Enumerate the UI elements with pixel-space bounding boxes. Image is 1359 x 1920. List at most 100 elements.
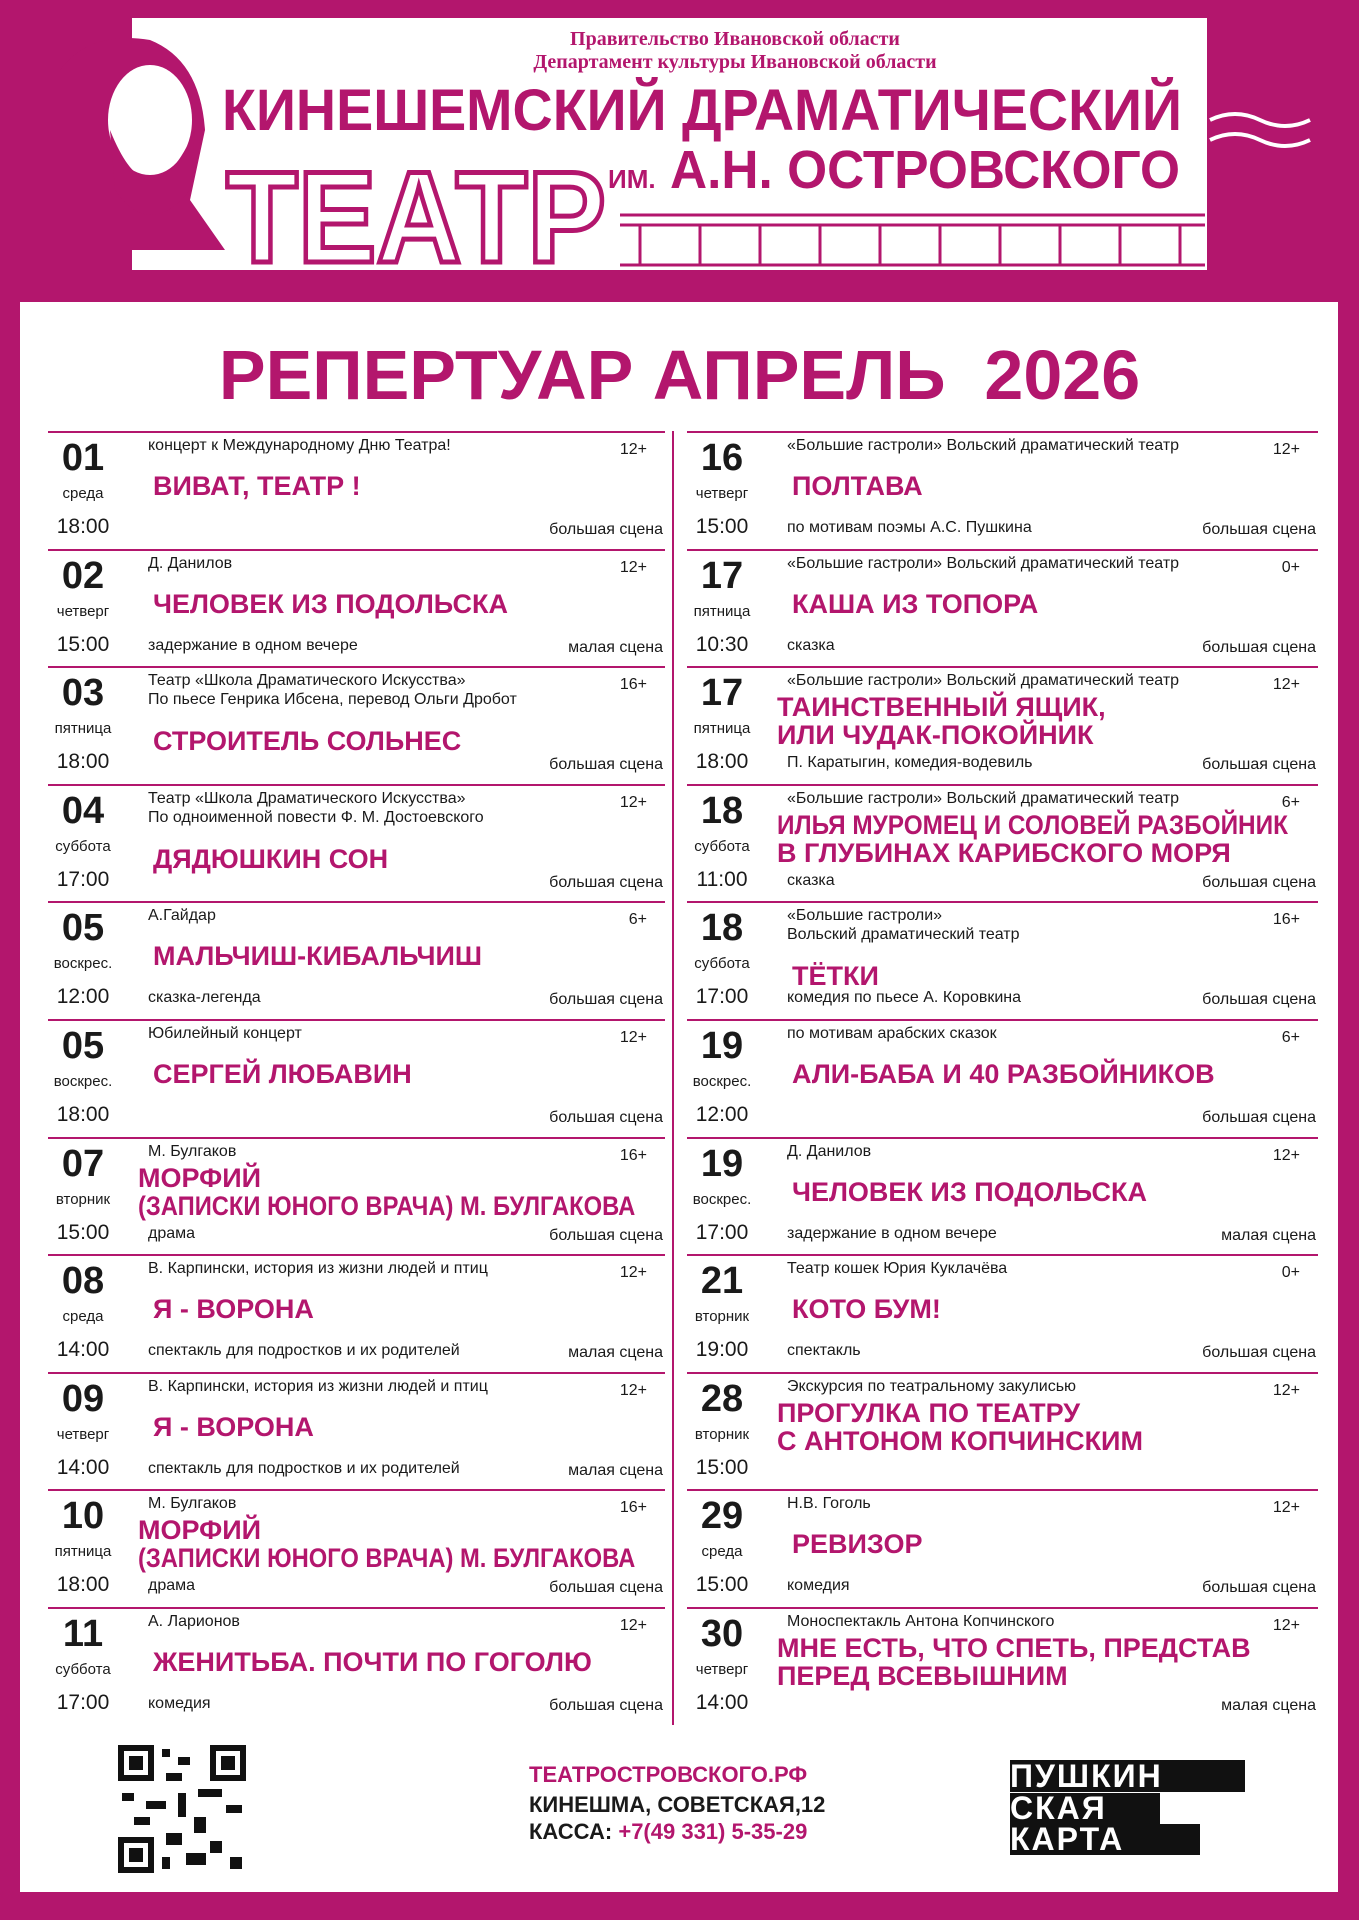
time: 18:00 — [56, 1573, 110, 1597]
show-title: МНЕ ЕСТЬ, ЧТО СПЕТЬ, ПРЕДСТАВ — [777, 1633, 1251, 1663]
info: концерт к Международному Дню Театра! — [148, 437, 451, 454]
weekday: суббота — [694, 955, 750, 973]
portrait — [60, 38, 225, 250]
age: 16+ — [619, 676, 647, 694]
info: Юбилейный концерт — [148, 1025, 302, 1042]
info: В. Карпински, история из жизни людей и п… — [148, 1260, 488, 1278]
note: П. Каратыгин, комедия-водевиль — [787, 754, 1033, 772]
note: комедия — [787, 1577, 850, 1595]
note: комедия по пьесе А. Коровкина — [787, 989, 1022, 1007]
age: 12+ — [619, 558, 647, 576]
row-separator — [687, 1489, 1318, 1492]
info: Моноспектакль Антона Копчинского — [787, 1613, 1055, 1630]
show-title: ЧЕЛОВЕК ИЗ ПОДОЛЬСКА — [153, 588, 509, 619]
row-separator — [48, 1371, 665, 1374]
show-title: ИЛЬЯ МУРОМЕЦ И СОЛОВЕЙ РАЗБОЙНИК — [777, 809, 1288, 840]
time: 18:00 — [695, 750, 749, 774]
info: Театр кошек Юрия Куклачёва — [787, 1260, 1008, 1278]
day: 17 — [700, 554, 744, 597]
day: 08 — [61, 1260, 105, 1303]
weekday: пятница — [54, 720, 112, 738]
time: 17:00 — [695, 1220, 749, 1244]
kassa: КАССА: — [529, 1819, 613, 1844]
age: 6+ — [628, 911, 647, 929]
age: 12+ — [1272, 1499, 1300, 1517]
row-separator — [687, 1019, 1318, 1021]
day: 04 — [61, 789, 105, 832]
note: сказка — [787, 871, 835, 889]
time: 18:00 — [56, 750, 110, 774]
card-line: КАРТА — [1010, 1823, 1200, 1855]
info: по мотивам арабских сказок — [787, 1025, 997, 1042]
stage: большая сцена — [549, 1109, 663, 1126]
title: РЕПЕРТУАР АПРЕЛЬ 2026 — [218, 336, 1141, 414]
age: 12+ — [619, 1617, 647, 1634]
info: Вольский драматический театр — [787, 926, 1020, 944]
age: 12+ — [619, 1381, 647, 1399]
note: комедия — [148, 1695, 211, 1712]
stage: большая сцена — [1202, 1344, 1316, 1362]
time: 15:00 — [695, 1573, 749, 1597]
theatre-name: КИНЕШЕМСКИЙ ДРАМАТИЧЕСКИЙ — [222, 78, 1182, 143]
show-title: КАША ИЗ ТОПОРА — [792, 588, 1039, 619]
show-title: Я - ВОРОНА — [153, 1411, 314, 1442]
day: 05 — [61, 1025, 105, 1067]
dept: Департамент культуры Ивановской области — [533, 51, 936, 73]
show-title: КОТО БУМ! — [792, 1294, 941, 1325]
show-title: МОРФИЙ — [138, 1515, 262, 1546]
note: спектакль — [787, 1342, 861, 1360]
weekday: среда — [62, 485, 104, 502]
info: В. Карпински, история из жизни людей и п… — [148, 1377, 488, 1395]
weekday: воскрес. — [53, 1073, 113, 1090]
stage: большая сцена — [549, 1579, 663, 1597]
stage: малая сцена — [568, 1344, 663, 1362]
weekday: среда — [62, 1308, 104, 1326]
show-title: ТЁТКИ — [792, 961, 879, 992]
weekday: вторник — [694, 1308, 750, 1326]
note: драма — [148, 1224, 196, 1242]
theatre-word: ТЕАТР — [226, 144, 606, 290]
info: «Большие гастроли» Вольский драматически… — [787, 437, 1180, 454]
phone: +7(49 331) 5-35-29 — [618, 1819, 808, 1844]
note: сказка-легенда — [148, 989, 261, 1007]
row-separator — [687, 431, 1318, 433]
info: А.Гайдар — [148, 907, 216, 925]
stage: большая сцена — [549, 1697, 663, 1714]
show-title: ПЕРЕД ВСЕВЫШНИМ — [777, 1661, 1068, 1691]
stage: большая сцена — [1202, 521, 1316, 538]
show-title: СТРОИТЕЛЬ СОЛЬНЕС — [153, 726, 462, 757]
show-title: ЖЕНИТЬБА. ПОЧТИ ПО ГОГОЛЮ — [153, 1647, 592, 1677]
time: 18:00 — [56, 515, 110, 538]
row-separator — [48, 1136, 665, 1139]
show-title: ТАИНСТВЕННЫЙ ЯЩИК, — [777, 692, 1106, 723]
note: спектакль для подростков и их родителей — [148, 1342, 460, 1360]
show-title: (ЗАПИСКИ ЮНОГО ВРАЧА) М. БУЛГАКОВА — [138, 1190, 636, 1221]
age: 12+ — [619, 1264, 647, 1282]
railing — [620, 213, 1205, 267]
day: 18 — [700, 789, 744, 832]
stage: большая сцена — [1202, 1579, 1316, 1597]
age: 0+ — [1281, 558, 1300, 576]
weekday: пятница — [54, 1543, 112, 1561]
ostrovsky: А.Н. ОСТРОВСКОГО — [670, 140, 1180, 200]
row-separator — [687, 1136, 1318, 1139]
row-separator — [687, 548, 1318, 551]
show-title: РЕВИЗОР — [792, 1529, 923, 1560]
age: 6+ — [1281, 1029, 1300, 1046]
stage: малая сцена — [568, 1461, 663, 1479]
time: 17:00 — [695, 985, 749, 1009]
show-title: С АНТОНОМ КОПЧИНСКИМ — [777, 1425, 1143, 1456]
card-line: ПУШКИН — [1010, 1760, 1245, 1792]
time: 15:00 — [695, 1455, 749, 1479]
stage: большая сцена — [1202, 1109, 1316, 1126]
day: 07 — [61, 1142, 105, 1185]
day: 05 — [61, 907, 105, 950]
weekday: воскрес. — [692, 1073, 752, 1090]
gov: Правительство Ивановской области — [570, 28, 900, 50]
row-separator — [687, 666, 1318, 669]
age: 6+ — [1281, 793, 1300, 811]
age: 12+ — [1272, 1146, 1300, 1164]
stage: большая сцена — [549, 1226, 663, 1244]
info: «Большие гастроли» — [787, 907, 943, 925]
